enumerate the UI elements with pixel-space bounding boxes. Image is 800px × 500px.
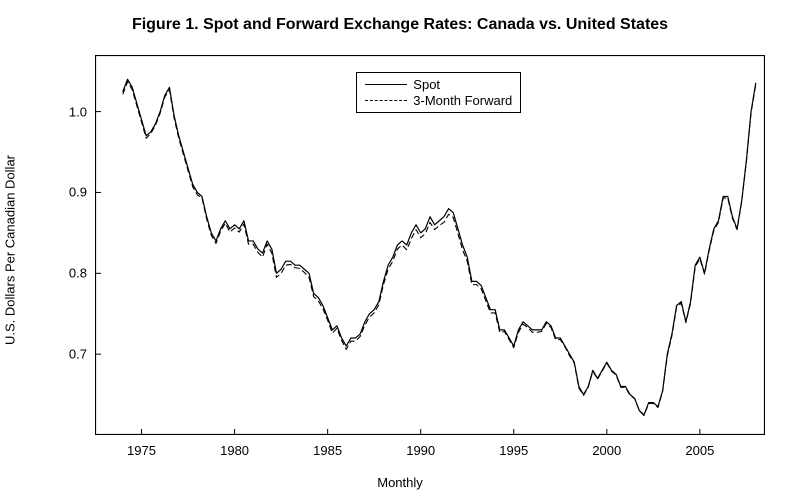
x-axis-label: Monthly bbox=[0, 475, 800, 490]
x-tick-label: 1980 bbox=[210, 443, 260, 458]
series-spot bbox=[123, 79, 756, 415]
y-tick-label: 0.9 bbox=[47, 185, 87, 200]
legend-item: Spot bbox=[365, 77, 512, 93]
chart-title: Figure 1. Spot and Forward Exchange Rate… bbox=[0, 16, 800, 34]
y-tick-label: 0.8 bbox=[47, 266, 87, 281]
x-tick-label: 2000 bbox=[582, 443, 632, 458]
x-tick-label: 1985 bbox=[303, 443, 353, 458]
legend-line-icon bbox=[365, 84, 407, 85]
x-tick-label: 1995 bbox=[489, 443, 539, 458]
x-tick-label: 1975 bbox=[117, 443, 167, 458]
legend: Spot3-Month Forward bbox=[356, 72, 521, 113]
exchange-rate-chart: Figure 1. Spot and Forward Exchange Rate… bbox=[0, 0, 800, 500]
legend-label: Spot bbox=[413, 77, 440, 93]
legend-line-icon bbox=[365, 100, 407, 101]
legend-label: 3-Month Forward bbox=[413, 93, 512, 109]
legend-item: 3-Month Forward bbox=[365, 93, 512, 109]
series-3-month-forward bbox=[123, 82, 756, 416]
y-tick-label: 0.7 bbox=[47, 347, 87, 362]
x-tick-label: 1990 bbox=[396, 443, 446, 458]
x-tick-label: 2005 bbox=[675, 443, 725, 458]
y-axis-label: U.S. Dollars Per Canadian Dollar bbox=[3, 155, 18, 345]
y-tick-label: 1.0 bbox=[47, 104, 87, 119]
